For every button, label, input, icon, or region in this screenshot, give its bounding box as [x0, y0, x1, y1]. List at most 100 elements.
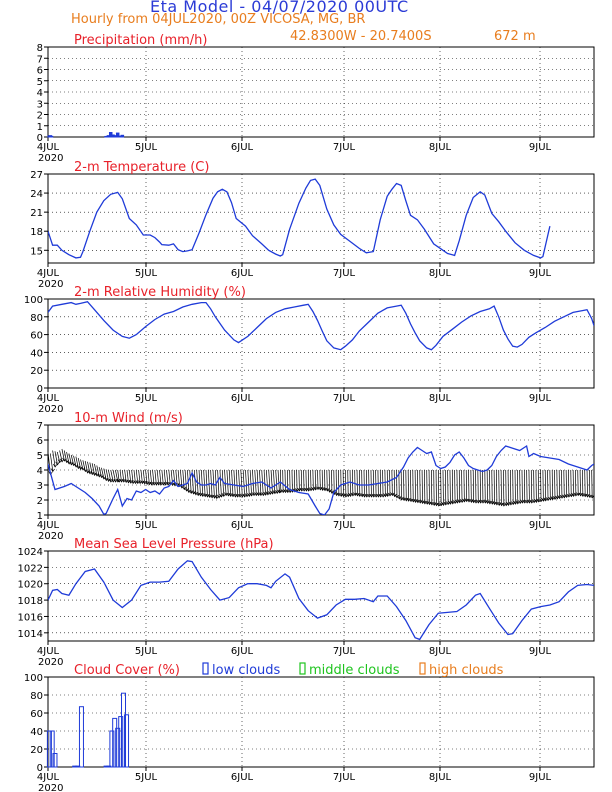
wind-arrow [296, 469, 298, 492]
wind-arrow [419, 469, 421, 504]
wind-arrow [63, 450, 68, 463]
cloud_cover-xtick-label: 9JUL [529, 772, 552, 783]
cloud_cover-xtick-label: 5JUL [135, 772, 158, 783]
wind-arrow [447, 469, 449, 505]
wind-arrow [115, 469, 119, 483]
wind-arrow [312, 469, 314, 491]
wind-arrow [61, 448, 65, 462]
wind-arrow [486, 469, 488, 504]
wind-arrow [579, 469, 581, 496]
humidity-ytick-label: 60 [30, 331, 43, 342]
wind-arrow [368, 469, 370, 498]
wind-arrow [565, 469, 567, 498]
wind-arrow [96, 465, 100, 477]
wind-arrow [342, 469, 344, 497]
wind-arrow [68, 453, 72, 465]
wind-arrow [198, 469, 201, 496]
wind-arrow [526, 469, 528, 504]
wind-arrowhead [73, 463, 79, 468]
wind-arrowhead [66, 460, 72, 465]
wind-arrow [551, 469, 554, 500]
wind-arrow [519, 469, 521, 504]
humidity-ytick-label: 80 [30, 313, 43, 324]
wind-arrow [56, 451, 61, 463]
cloud_cover-bar [46, 730, 52, 768]
legend-swatch [299, 662, 306, 675]
humidity-ytick-label: 100 [24, 295, 43, 306]
wind-arrow [454, 469, 456, 504]
wind-arrow [468, 469, 470, 502]
wind-arrow [461, 469, 463, 503]
wind-arrow [465, 469, 468, 502]
wind-arrow [544, 469, 547, 501]
humidity-ytick-label: 20 [30, 366, 43, 377]
cloud_cover-bar [124, 714, 130, 768]
wind-arrow [126, 469, 129, 483]
pressure-frame [47, 550, 595, 642]
wind-arrow [472, 469, 475, 503]
wind-arrow [558, 469, 560, 499]
pressure-ytick-label: 1024 [18, 547, 43, 558]
legend-swatch [202, 662, 209, 675]
wind-arrow [577, 469, 579, 496]
wind-arrowhead [394, 494, 400, 499]
wind-arrow [89, 462, 93, 475]
wind-arrow [194, 469, 197, 495]
wind-arrow [575, 469, 577, 496]
wind-arrow [238, 469, 241, 498]
humidity-year-label: 2020 [38, 404, 63, 415]
wind-arrow [303, 469, 305, 492]
wind-arrowhead [80, 466, 86, 471]
cloud_cover-bar [78, 706, 84, 768]
temperature-ytick-label: 21 [30, 208, 43, 219]
wind-arrow [584, 469, 586, 497]
wind-arrow [91, 463, 95, 476]
wind-arrow [572, 469, 574, 497]
wind-arrow [331, 469, 333, 494]
temperature-ytick-label: 18 [30, 227, 43, 238]
wind-arrow [101, 467, 105, 480]
wind-arrow [49, 453, 54, 472]
cloud_cover-xtick-label: 6JUL [231, 772, 254, 783]
temperature-xtick-label: 7JUL [333, 268, 356, 279]
wind-arrow [391, 469, 393, 496]
humidity-ytick-label: 0 [37, 384, 43, 395]
wind-arrow [140, 469, 143, 484]
wind-arrowhead [57, 459, 62, 464]
cloud_cover-ytick-label: 100 [24, 673, 43, 684]
wind-arrow [221, 469, 225, 497]
precipitation-xtick-label: 9JUL [529, 142, 552, 153]
wind-arrow [273, 469, 276, 494]
wind-arrow [389, 469, 391, 496]
wind-arrow [314, 469, 317, 490]
precipitation-xtick-label: 4JUL [37, 142, 60, 153]
pressure-ytick-label: 1018 [18, 596, 43, 607]
wind-arrowhead [182, 486, 187, 491]
wind-arrow [433, 469, 435, 506]
wind-arrow [317, 469, 319, 490]
wind-arrowhead [71, 462, 76, 467]
wind-arrow [175, 469, 178, 487]
wind-arrow [540, 469, 542, 502]
pressure-year-label: 2020 [38, 657, 63, 668]
elevation-label: 672 m [494, 29, 536, 44]
wind-arrow [340, 469, 342, 497]
wind-xtick-label: 6JUL [231, 520, 254, 531]
wind-xtick-label: 9JUL [529, 520, 552, 531]
wind-arrow [324, 469, 326, 491]
precipitation-bar [49, 135, 54, 138]
precipitation-xtick-label: 8JUL [429, 142, 452, 153]
wind-arrow [233, 469, 236, 498]
wind-arrow [547, 469, 549, 501]
pressure-xtick-label: 5JUL [135, 646, 158, 657]
wind-arrowhead [392, 493, 397, 498]
wind-arrow [589, 469, 591, 498]
wind-arrow [521, 469, 523, 504]
wind-arrow [482, 469, 484, 504]
pressure-xtick-label: 4JUL [37, 646, 60, 657]
wind-arrow [268, 469, 271, 495]
humidity-xtick-label: 9JUL [529, 393, 552, 404]
wind-arrow [52, 450, 56, 468]
wind-ytick-label: 6 [37, 436, 43, 447]
